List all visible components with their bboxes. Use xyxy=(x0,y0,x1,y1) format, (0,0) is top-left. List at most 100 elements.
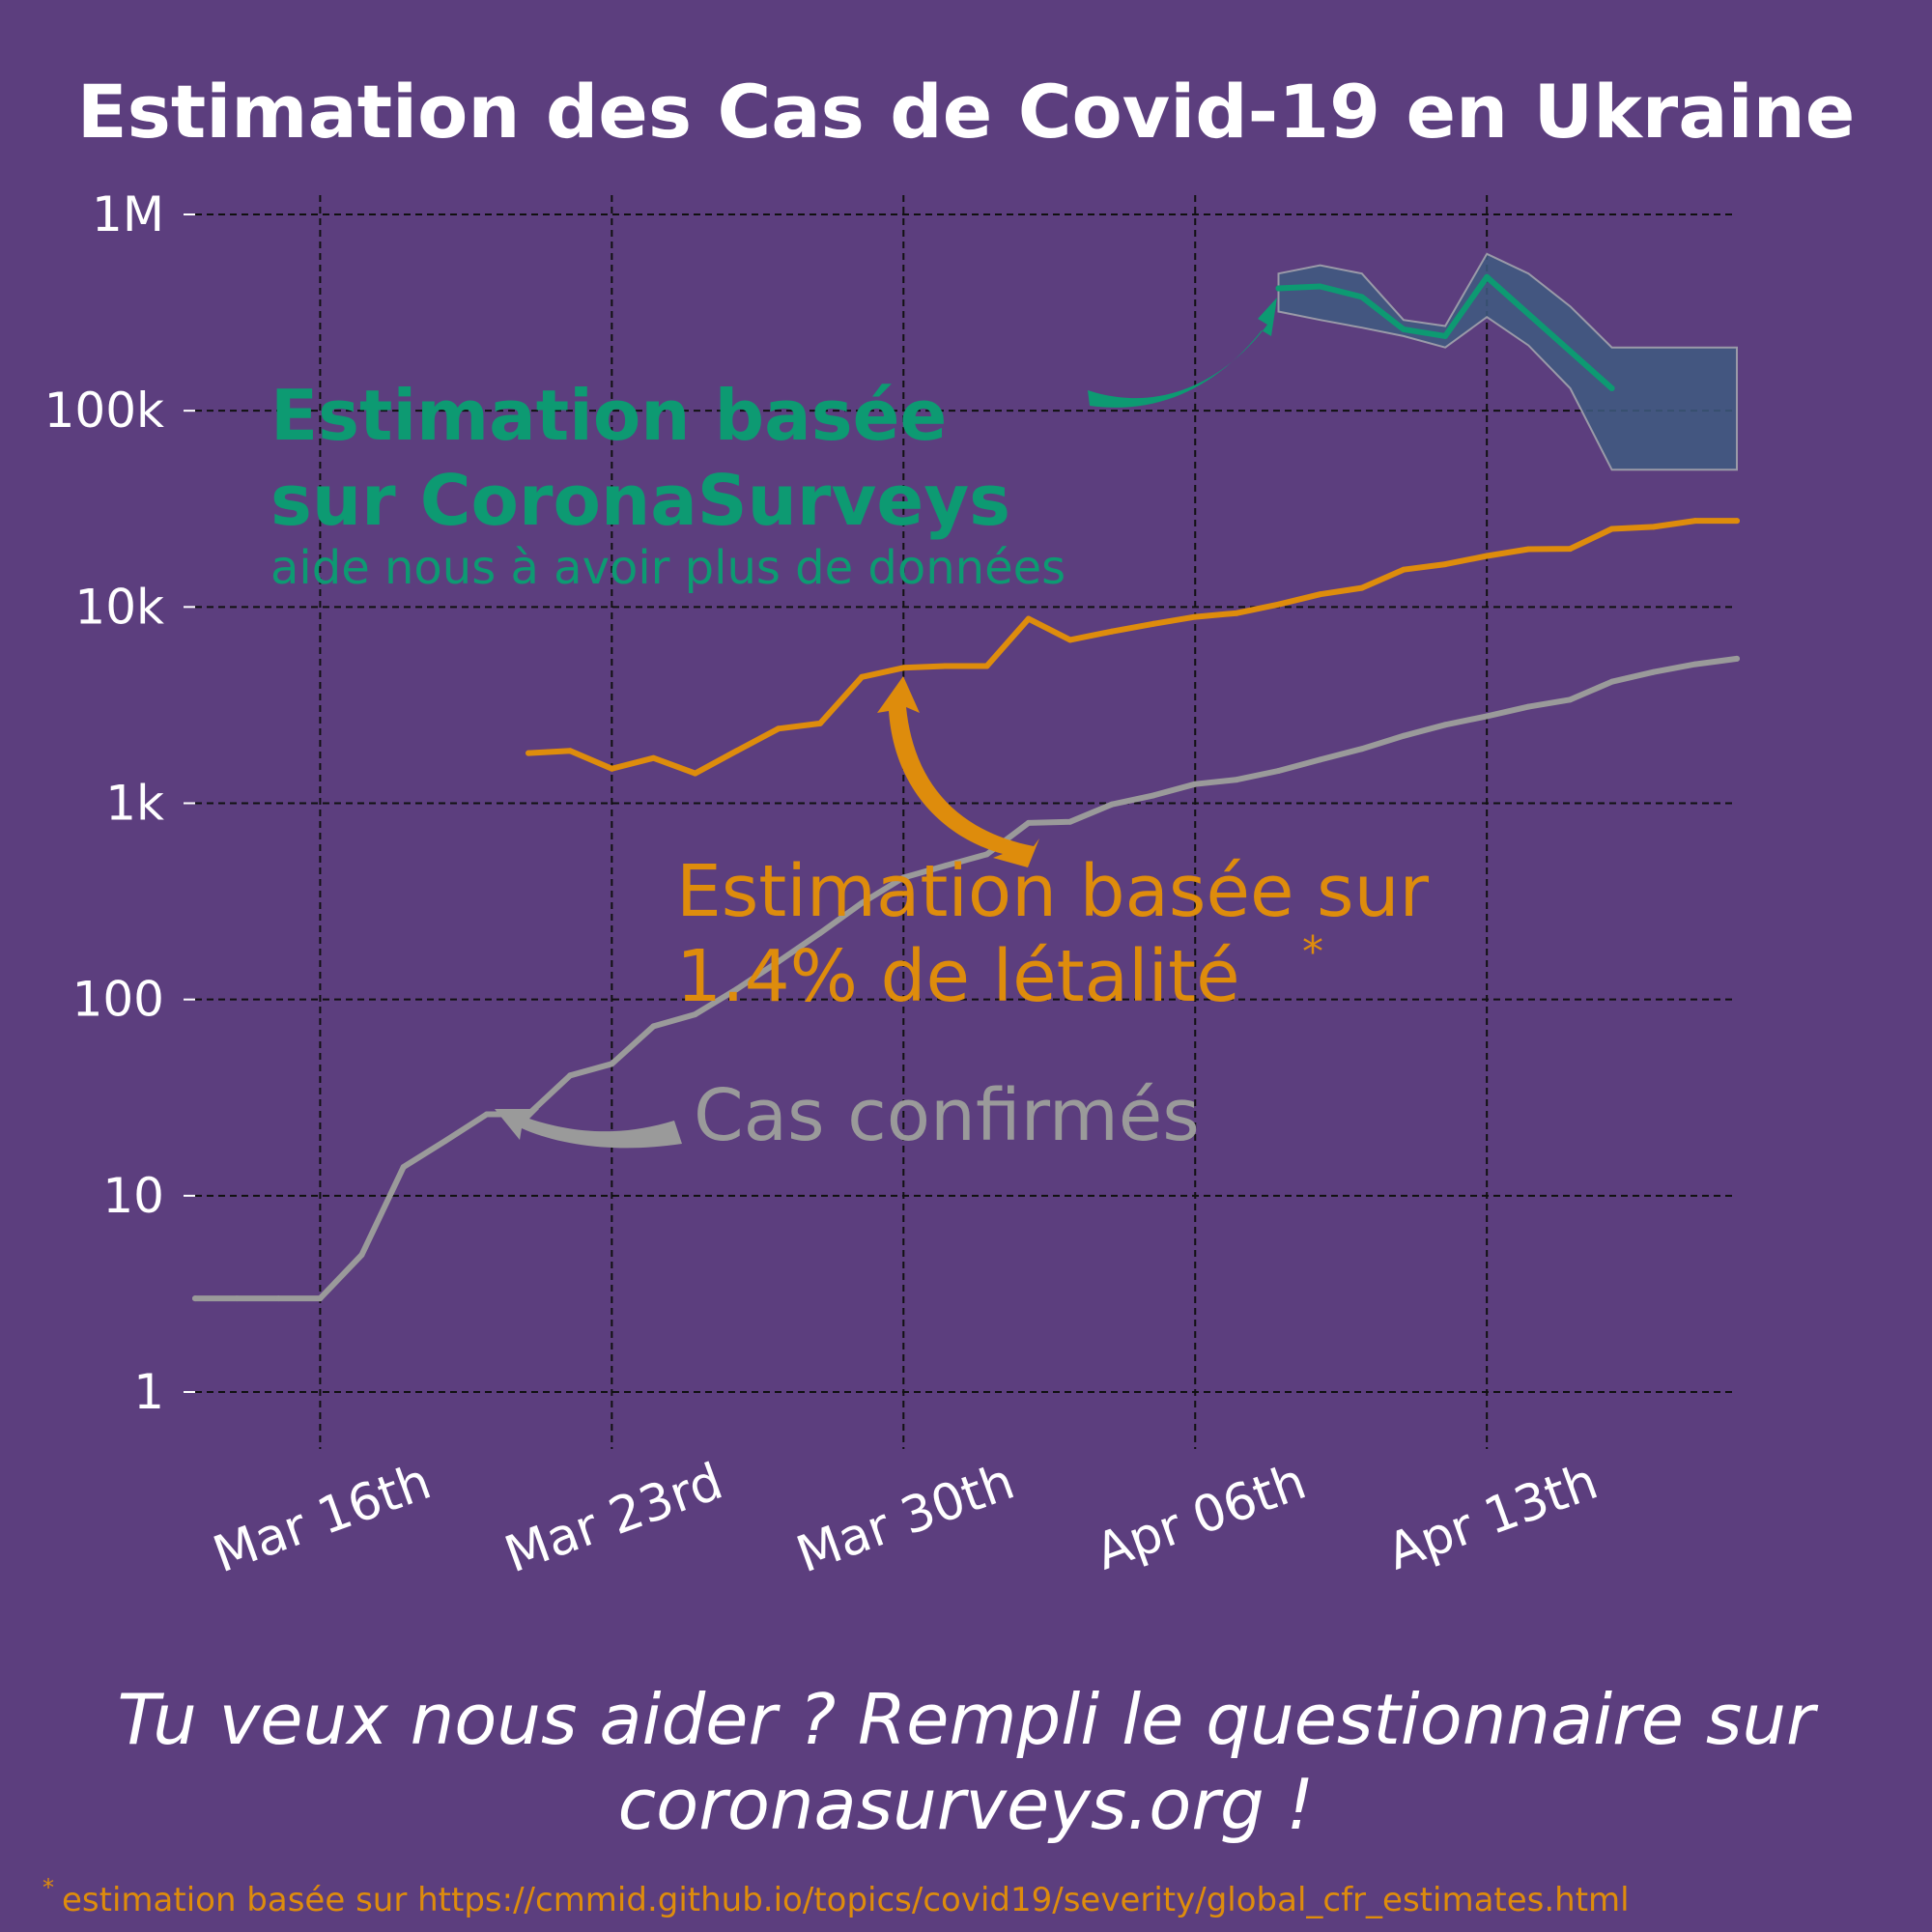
data-point xyxy=(1567,696,1574,703)
data-point xyxy=(1691,661,1698,668)
data-point xyxy=(1734,655,1740,662)
data-point xyxy=(1525,546,1532,553)
data-point xyxy=(275,1295,282,1302)
arrow-cfr xyxy=(877,676,1039,867)
data-point xyxy=(733,985,740,992)
data-point xyxy=(1317,756,1323,763)
annotation-cfr-line1: Estimation basée sur xyxy=(676,850,1429,933)
data-point xyxy=(942,663,949,669)
footer-cta-line2: coronasurveys.org ! xyxy=(618,1764,1315,1845)
annotation-coronasurveys-line1: Estimation basée xyxy=(270,375,947,456)
data-point xyxy=(1025,615,1032,622)
data-point xyxy=(900,874,907,881)
data-point xyxy=(1275,285,1282,292)
annotation-confirmed: Cas confirmés xyxy=(694,1074,1200,1157)
data-point xyxy=(692,770,698,777)
data-point xyxy=(1400,732,1406,739)
data-point xyxy=(483,1111,490,1118)
data-point xyxy=(567,1072,574,1079)
data-point xyxy=(1608,526,1615,532)
data-point xyxy=(192,1295,198,1302)
data-point xyxy=(733,748,740,754)
data-point xyxy=(234,1295,241,1302)
data-point xyxy=(1066,637,1073,643)
data-point xyxy=(650,1023,657,1030)
data-point xyxy=(1066,818,1073,825)
arrow-confirmed xyxy=(495,1109,682,1149)
data-point xyxy=(1275,601,1282,608)
data-point xyxy=(1608,385,1615,391)
data-point xyxy=(1275,768,1282,774)
data-point xyxy=(1151,792,1157,799)
data-point xyxy=(1109,628,1115,635)
data-point xyxy=(1358,584,1365,591)
data-point xyxy=(817,929,823,936)
data-point xyxy=(358,1252,365,1258)
data-point xyxy=(1650,668,1657,675)
confidence-band xyxy=(1277,252,1738,471)
data-point xyxy=(775,958,781,965)
annotation-coronasurveys-line2: sur CoronaSurveys xyxy=(270,460,1010,541)
data-point xyxy=(1109,801,1115,808)
y-tick-label: 100 xyxy=(72,972,164,1028)
grid xyxy=(195,195,1737,1449)
data-point xyxy=(817,720,823,726)
data-point xyxy=(1234,777,1240,783)
data-point xyxy=(983,851,990,858)
y-tick-label: 10 xyxy=(102,1168,164,1224)
data-point xyxy=(1442,561,1449,568)
data-point xyxy=(1650,524,1657,530)
data-point xyxy=(1358,294,1365,300)
data-point xyxy=(1567,546,1574,553)
data-point xyxy=(1358,746,1365,753)
data-point xyxy=(1192,613,1199,620)
data-point xyxy=(1525,703,1532,710)
y-tick-label: 1 xyxy=(133,1364,164,1420)
data-point xyxy=(1400,326,1406,332)
data-point xyxy=(441,1138,448,1145)
data-point xyxy=(1484,273,1491,280)
y-tick-label: 10k xyxy=(74,579,164,635)
data-point xyxy=(1608,678,1615,685)
data-point xyxy=(692,1011,698,1018)
y-tick-label: 1k xyxy=(105,776,164,832)
arrow-coronasurveys xyxy=(1088,298,1277,408)
series-lines xyxy=(192,273,1740,1302)
data-point xyxy=(775,725,781,732)
data-point xyxy=(900,665,907,671)
data-point xyxy=(1484,553,1491,559)
footnote-text: estimation basée sur https://cmmid.githu… xyxy=(62,1881,1630,1919)
data-point xyxy=(1484,713,1491,720)
data-point xyxy=(1442,332,1449,339)
data-point xyxy=(859,899,866,906)
footer-cta-line1: Tu veux nous aider ? Rempli le questionn… xyxy=(117,1679,1819,1760)
chart-title: Estimation des Cas de Covid-19 en Ukrain… xyxy=(77,69,1856,155)
data-point xyxy=(1734,518,1740,525)
data-point xyxy=(609,765,615,772)
annotation-cfr-line2: 1.4% de létalité xyxy=(676,935,1240,1018)
data-point xyxy=(1192,781,1199,787)
data-point xyxy=(859,673,866,680)
data-point xyxy=(650,754,657,761)
data-point xyxy=(1234,610,1240,616)
data-point xyxy=(983,663,990,669)
band-area xyxy=(1277,252,1738,471)
data-point xyxy=(1691,518,1698,525)
data-point xyxy=(1025,819,1032,826)
annotation-coronasurveys-sub: aide nous à avoir plus de données xyxy=(270,541,1065,595)
data-point xyxy=(1317,591,1323,598)
data-point xyxy=(567,748,574,754)
y-tick-label: 1M xyxy=(92,186,164,242)
data-point xyxy=(400,1164,407,1171)
annotation-cfr-star: * xyxy=(1302,927,1323,977)
footnote-star: * xyxy=(43,1874,54,1901)
series-line-0 xyxy=(192,655,1740,1302)
data-point xyxy=(317,1295,324,1302)
data-point xyxy=(1442,722,1449,728)
series-line-1 xyxy=(526,518,1740,777)
data-point xyxy=(1317,283,1323,290)
data-point xyxy=(1151,620,1157,627)
data-point xyxy=(1400,566,1406,573)
